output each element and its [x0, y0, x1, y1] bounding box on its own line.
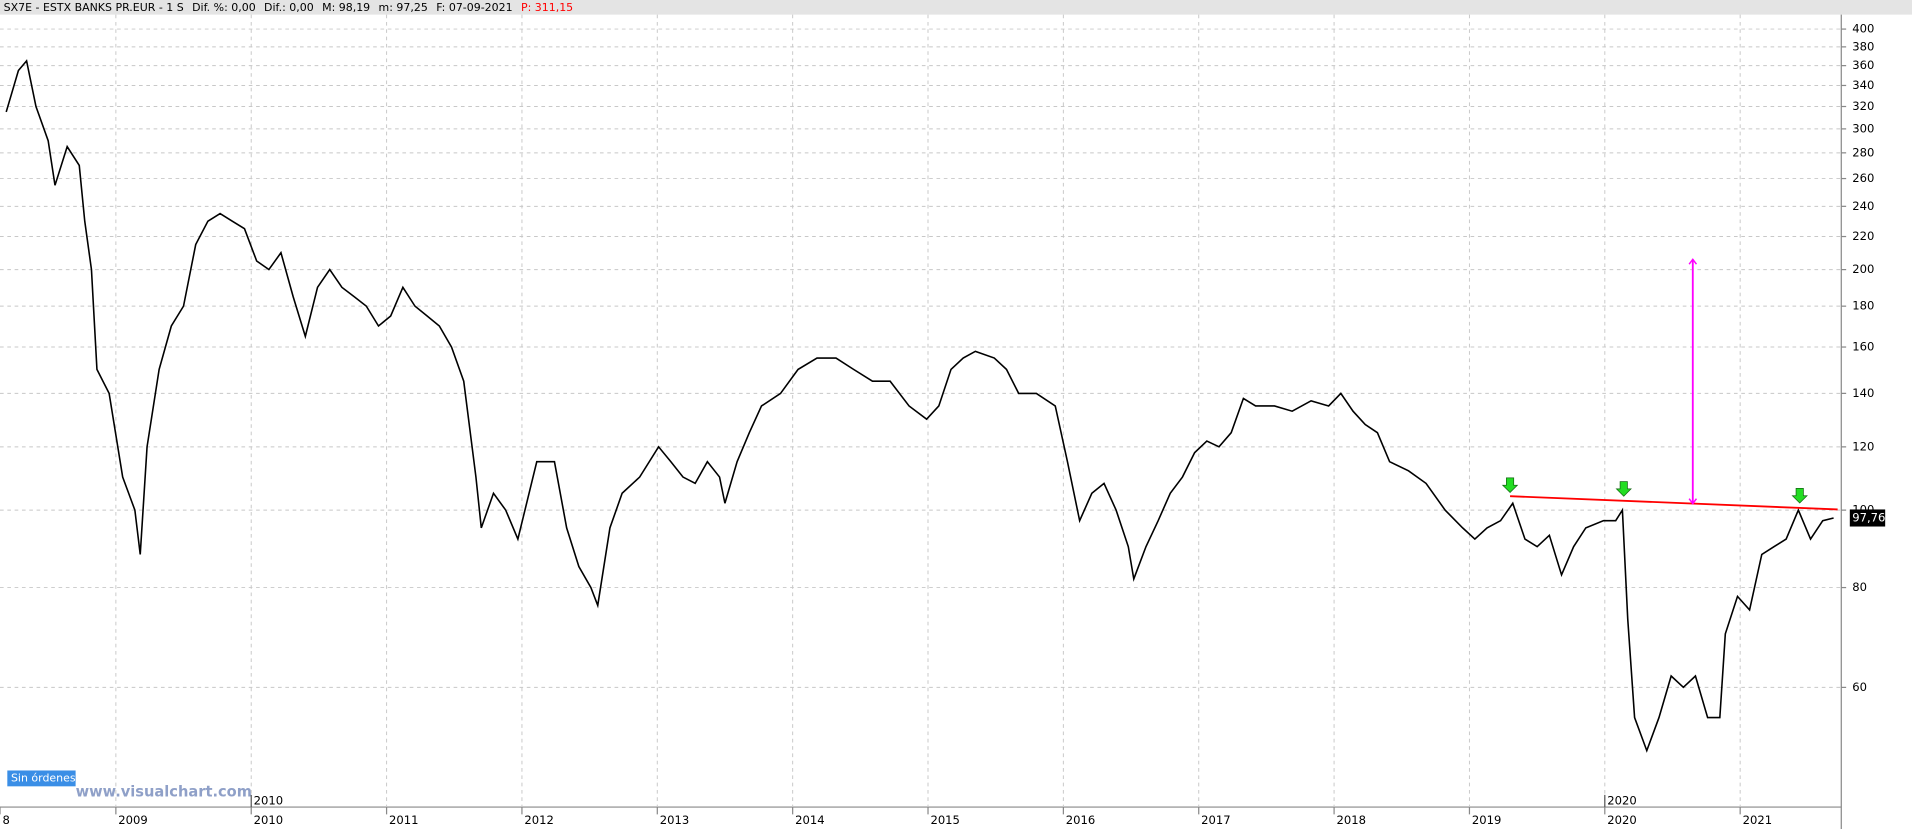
- x-tick-label: 2020: [1607, 813, 1636, 827]
- y-tick-label: 320: [1852, 99, 1874, 113]
- y-tick-label: 180: [1852, 299, 1874, 313]
- y-tick-label: 300: [1852, 121, 1874, 135]
- y-tick-label: 200: [1852, 262, 1874, 276]
- header-item: Dif. %: 0,00: [192, 1, 256, 14]
- last-price-label: 97,76: [1852, 510, 1885, 524]
- status-text: Sin órdenes: [11, 771, 76, 784]
- price-line: [5, 59, 1834, 753]
- y-tick-label: 120: [1852, 439, 1874, 453]
- header-text: SX7E - ESTX BANKS PR.EUR - 1 S Dif. %: 0…: [4, 1, 574, 14]
- y-tick-label: 260: [1852, 171, 1874, 185]
- status-badge: [7, 770, 76, 787]
- y-tick-label: 380: [1852, 39, 1874, 53]
- period-label: 2010: [254, 793, 283, 807]
- header-item: F: 07-09-2021: [436, 1, 512, 14]
- y-tick-label: 80: [1852, 580, 1867, 594]
- x-tick-label: 8: [2, 813, 9, 827]
- x-tick-label: 2015: [930, 813, 959, 827]
- x-tick-label: 2012: [524, 813, 553, 827]
- x-tick-label: 2017: [1201, 813, 1230, 827]
- last-price-badge: [1849, 509, 1886, 527]
- resistance-line: [1510, 495, 1838, 511]
- x-tick-label: 2009: [118, 813, 147, 827]
- x-tick-label: 2019: [1472, 813, 1501, 827]
- header-item: M: 98,19: [322, 1, 370, 14]
- y-tick-label: 220: [1852, 229, 1874, 243]
- y-tick-label: 60: [1852, 680, 1867, 694]
- x-tick-label: 2018: [1337, 813, 1366, 827]
- y-tick-label: 140: [1852, 386, 1874, 400]
- y-tick-label: 400: [1852, 22, 1874, 36]
- x-tick-label: 2021: [1743, 813, 1772, 827]
- header-title: SX7E - ESTX BANKS PR.EUR - 1 S: [4, 1, 184, 14]
- signal-arrow: [1615, 481, 1632, 497]
- y-tick-label: 240: [1852, 199, 1874, 213]
- y-tick-label: 280: [1852, 145, 1874, 159]
- y-tick-label: 160: [1852, 340, 1874, 354]
- header-bar: [0, 0, 1912, 15]
- y-tick-label: 360: [1852, 58, 1874, 72]
- arrow-head: [1688, 258, 1698, 505]
- watermark: www.visualchart.com: [76, 783, 252, 800]
- x-tick-label: 2011: [389, 813, 418, 827]
- x-tick-label: 2013: [660, 813, 689, 827]
- y-tick-label: 340: [1852, 78, 1874, 92]
- signal-arrow: [1791, 488, 1808, 504]
- header-item: Dif.: 0,00: [264, 1, 314, 14]
- x-tick-label: 2016: [1066, 813, 1095, 827]
- x-tick-label: 2010: [254, 813, 283, 827]
- period-label: 2020: [1607, 793, 1636, 807]
- signal-arrow: [1501, 477, 1519, 494]
- header-item: m: 97,25: [379, 1, 428, 14]
- header-price: P: 311,15: [521, 1, 573, 14]
- x-tick-label: 2014: [795, 813, 824, 827]
